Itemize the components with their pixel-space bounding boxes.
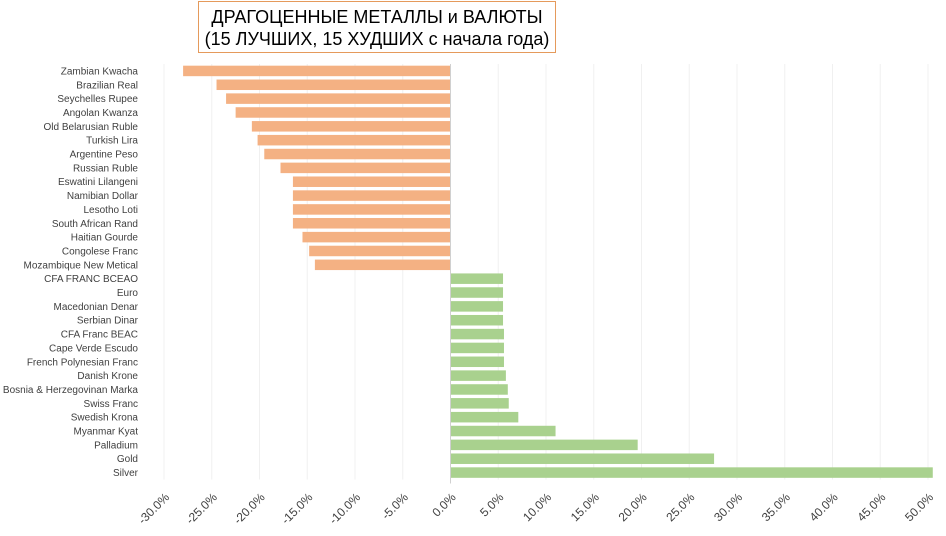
category-label-11: South African Rand: [52, 219, 138, 230]
bar-0: [183, 65, 451, 77]
bar-25: [450, 411, 519, 423]
category-label-20: Cape Verde Escudo: [49, 343, 138, 354]
category-label-19: CFA Franc BEAC: [61, 330, 138, 341]
x-tick-label-2: -20.0%: [231, 490, 268, 527]
category-label-28: Gold: [117, 454, 138, 465]
bar-10: [292, 204, 451, 215]
category-label-5: Turkish Lira: [86, 136, 138, 147]
x-tick-label-13: 35.0%: [759, 490, 793, 524]
bar-28: [450, 453, 715, 464]
category-label-10: Lesotho Loti: [84, 205, 139, 216]
bar-23: [450, 384, 508, 395]
x-tick-label-0: -30.0%: [135, 490, 172, 527]
bar-11: [292, 218, 451, 229]
bar-9: [292, 190, 451, 201]
category-label-16: Euro: [117, 288, 139, 299]
bar-18: [450, 314, 504, 326]
bar-16: [450, 287, 504, 298]
x-tick-label-14: 40.0%: [807, 490, 841, 524]
category-label-22: Danish Krone: [77, 371, 138, 382]
x-tick-label-16: 50.0%: [902, 490, 936, 524]
bar-6: [264, 148, 451, 160]
category-label-14: Mozambique New Metical: [24, 260, 139, 271]
category-label-27: Palladium: [94, 440, 138, 451]
x-tick-label-1: -25.0%: [183, 490, 220, 527]
bar-17: [450, 301, 504, 312]
x-tick-label-3: -15.0%: [279, 490, 316, 527]
bar-14: [314, 259, 451, 271]
bar-1: [216, 79, 451, 91]
category-label-25: Swedish Krona: [71, 413, 139, 424]
x-tick-label-7: 5.0%: [477, 490, 506, 519]
bar-2: [226, 93, 451, 104]
x-tick-label-10: 20.0%: [616, 490, 650, 524]
category-label-9: Namibian Dollar: [67, 191, 139, 202]
chart-title-line-2: (15 ЛУЧШИХ, 15 ХУДШИХ с начала года): [204, 29, 550, 49]
bar-24: [450, 398, 509, 409]
bar-20: [450, 342, 504, 354]
category-label-8: Eswatini Lilangeni: [58, 177, 138, 188]
bar-21: [450, 356, 504, 368]
bar-15: [450, 273, 504, 284]
x-tick-label-11: 25.0%: [663, 490, 697, 524]
bar-3: [235, 107, 451, 118]
bar-12: [302, 231, 451, 243]
category-label-13: Congolese Franc: [62, 246, 138, 257]
category-label-26: Myanmar Kyat: [74, 427, 139, 438]
category-label-21: French Polynesian Franc: [27, 357, 138, 368]
category-label-29: Silver: [113, 468, 139, 479]
x-tick-label-5: -5.0%: [379, 490, 411, 522]
category-label-12: Haitian Gourde: [71, 233, 139, 244]
x-tick-label-12: 30.0%: [711, 490, 745, 524]
x-tick-label-8: 10.0%: [520, 490, 554, 524]
bar-29: [450, 467, 933, 478]
category-label-23: Bosnia & Herzegovinan Marka: [3, 385, 139, 396]
x-tick-label-6: 0.0%: [429, 490, 458, 519]
bar-26: [450, 425, 556, 437]
category-label-1: Brazilian Real: [76, 80, 138, 91]
x-tick-label-15: 45.0%: [854, 490, 888, 524]
category-label-2: Seychelles Rupee: [57, 94, 138, 105]
category-label-15: CFA FRANC BCEAO: [44, 274, 138, 285]
bar-8: [292, 176, 451, 187]
category-label-6: Argentine Peso: [70, 150, 139, 161]
x-tick-label-9: 15.0%: [568, 490, 602, 524]
bar-13: [309, 245, 451, 257]
x-tick-label-4: -10.0%: [326, 490, 363, 527]
category-label-7: Russian Ruble: [73, 163, 138, 174]
category-label-18: Serbian Dinar: [77, 316, 139, 327]
bar-5: [257, 134, 451, 146]
chart-title-line-1: ДРАГОЦЕННЫЕ МЕТАЛЛЫ и ВАЛЮТЫ: [211, 7, 543, 27]
chart-title: ДРАГОЦЕННЫЕ МЕТАЛЛЫ и ВАЛЮТЫ (15 ЛУЧШИХ,…: [198, 1, 556, 53]
bar-27: [450, 439, 638, 451]
category-label-0: Zambian Kwacha: [61, 66, 139, 77]
category-label-24: Swiss Franc: [84, 399, 138, 410]
category-label-17: Macedonian Denar: [54, 302, 139, 313]
bar-22: [450, 370, 506, 381]
bar-19: [450, 328, 504, 340]
category-label-3: Angolan Kwanza: [63, 108, 138, 119]
bar-7: [280, 162, 451, 174]
bar-4: [251, 121, 451, 132]
category-label-4: Old Belarusian Ruble: [44, 122, 139, 133]
